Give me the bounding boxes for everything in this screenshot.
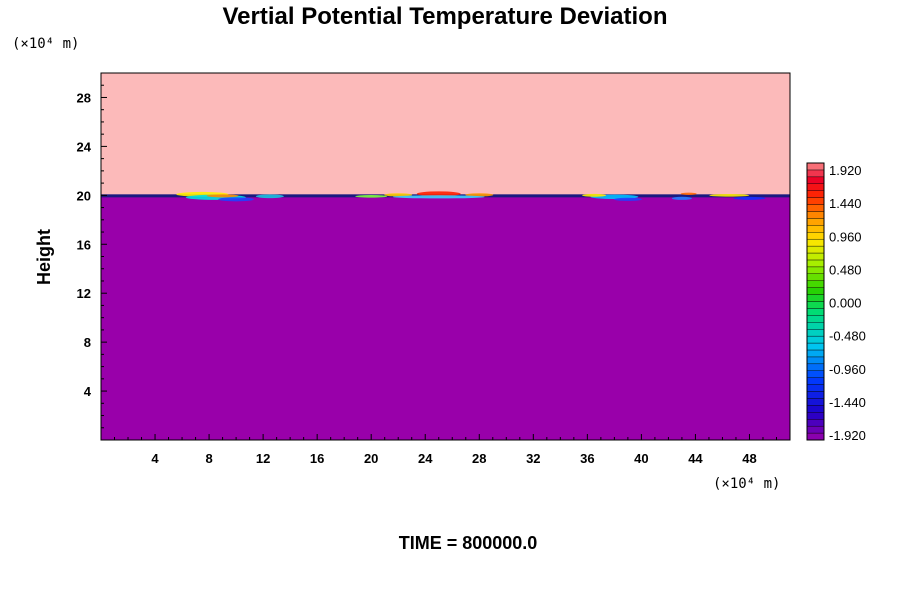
colorbar-label: -1.440 xyxy=(829,395,866,410)
interface-blob-11 xyxy=(613,197,642,201)
colorbar-label: 1.440 xyxy=(829,196,862,211)
colorbar-label: 0.960 xyxy=(829,229,862,244)
y-tick-label: 8 xyxy=(84,335,91,350)
y-axis-label: Height xyxy=(34,229,54,285)
colorbar-swatch xyxy=(806,266,825,275)
plot-area xyxy=(100,72,791,441)
colorbar-label: -1.920 xyxy=(829,428,866,443)
interface-blob-8 xyxy=(392,195,485,199)
colorbar-swatch xyxy=(806,273,825,281)
y-axis: 4 8 12 16 20 24 28 xyxy=(77,72,107,429)
colorbar-swatch xyxy=(806,301,825,309)
chart-title: Vertial Potential Temperature Deviation xyxy=(222,3,667,30)
colorbar-swatch xyxy=(806,287,825,295)
colorbar-swatch xyxy=(806,398,825,406)
colorbar-swatch xyxy=(806,412,825,420)
x-tick-label: 8 xyxy=(205,451,212,466)
x-tick-label: 40 xyxy=(634,451,648,466)
colorbar-swatch xyxy=(806,377,825,385)
x-tick-label: 36 xyxy=(580,451,594,466)
colorbar-swatch xyxy=(806,432,825,441)
colorbar-swatch xyxy=(806,218,825,226)
colorbar-swatch xyxy=(806,259,825,268)
colorbar-label: 0.000 xyxy=(829,296,862,311)
region-upper xyxy=(101,73,790,196)
colorbar-label: 1.920 xyxy=(829,163,862,178)
interface-blob-2 xyxy=(218,197,255,202)
colorbar-swatch xyxy=(806,405,825,413)
colorbar-swatch xyxy=(806,176,825,184)
colorbar-swatch xyxy=(806,211,825,219)
x-unit-label: (×10⁴ m) xyxy=(713,476,780,492)
colorbar-swatch xyxy=(806,252,825,261)
time-label: TIME = 800000.0 xyxy=(399,533,538,553)
colorbar-swatch xyxy=(806,197,825,205)
interface-blob-6 xyxy=(384,193,413,197)
interface-blob-14 xyxy=(709,194,750,197)
colorbar-swatch xyxy=(806,294,825,302)
interface-blob-13 xyxy=(671,196,692,200)
colorbar-swatch xyxy=(806,238,825,247)
x-tick-label: 48 xyxy=(742,451,756,466)
interface-blob-7 xyxy=(465,193,494,197)
x-tick-label: 32 xyxy=(526,451,540,466)
interface-blob-3 xyxy=(206,194,239,198)
x-tick-label: 24 xyxy=(418,451,433,466)
colorbar-swatch xyxy=(806,232,825,240)
colorbar-swatch xyxy=(806,183,825,191)
colorbar-swatch xyxy=(806,280,825,288)
colorbar-swatch xyxy=(806,329,825,337)
region-lower xyxy=(101,195,790,440)
interface-blob-5 xyxy=(416,191,461,197)
colorbar-swatch xyxy=(806,356,825,365)
colorbar: 1.920 1.440 0.960 0.480 0.000 -0.480 -0.960 -1.… xyxy=(806,162,866,443)
y-unit-label: (×10⁴ m) xyxy=(12,36,79,52)
y-tick-label: 4 xyxy=(84,384,92,399)
y-tick-label: 16 xyxy=(77,237,91,252)
colorbar-frame xyxy=(806,162,825,441)
y-tick-label: 12 xyxy=(77,286,91,301)
colorbar-swatch xyxy=(806,391,825,399)
colorbar-swatch xyxy=(806,363,825,371)
colorbar-swatch xyxy=(806,162,825,171)
colorbar-swatch xyxy=(806,342,825,351)
colorbar-swatch xyxy=(806,384,825,392)
interface-blob-16 xyxy=(680,192,697,196)
colorbar-swatch xyxy=(806,335,825,344)
x-tick-label: 4 xyxy=(151,451,159,466)
colorbar-swatch xyxy=(806,370,825,378)
x-tick-label: 16 xyxy=(310,451,324,466)
colorbar-swatch xyxy=(806,190,825,198)
colorbar-swatch xyxy=(806,245,825,254)
colorbar-swatch xyxy=(806,349,825,358)
y-tick-label: 20 xyxy=(77,188,91,203)
x-tick-label: 20 xyxy=(364,451,378,466)
colorbar-swatch xyxy=(806,322,825,330)
interface-blob-9 xyxy=(355,195,388,198)
colorbar-swatch xyxy=(806,315,825,323)
colorbar-swatch xyxy=(806,204,825,212)
interface-blob-12 xyxy=(582,193,607,197)
x-tick-label: 44 xyxy=(688,451,703,466)
colorbar-swatch xyxy=(806,308,825,316)
colorbar-swatch xyxy=(806,169,825,178)
colorbar-swatch xyxy=(806,225,825,233)
interface-blob-4 xyxy=(255,194,284,199)
colorbar-label: 0.480 xyxy=(829,262,862,277)
x-tick-label: 12 xyxy=(256,451,270,466)
y-tick-label: 28 xyxy=(77,90,91,105)
x-tick-label: 28 xyxy=(472,451,486,466)
colorbar-label: -0.480 xyxy=(829,329,866,344)
colorbar-swatch xyxy=(806,419,825,427)
interface-blob-15 xyxy=(733,196,766,200)
colorbar-swatch xyxy=(806,425,825,434)
colorbar-label: -0.960 xyxy=(829,362,866,377)
x-axis: 4 8 12 16 20 24 28 32 36 40 44 48 xyxy=(114,434,791,466)
y-tick-label: 24 xyxy=(77,139,92,154)
